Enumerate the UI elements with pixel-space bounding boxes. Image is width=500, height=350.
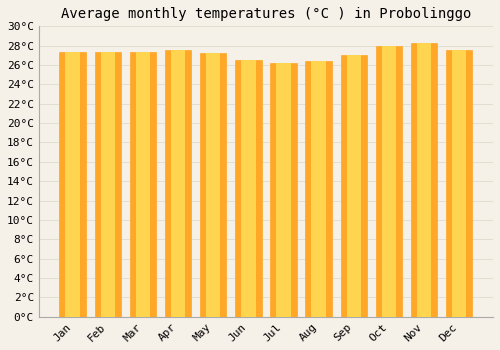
Bar (340, 55, 367, 317)
Bar (66, 52, 80, 317)
Bar (276, 63, 291, 317)
Bar (200, 54, 226, 317)
Bar (376, 46, 402, 317)
Bar (382, 46, 396, 317)
Bar (130, 52, 156, 317)
Bar (165, 50, 191, 317)
Bar (270, 63, 296, 317)
Bar (94, 52, 121, 317)
Bar (452, 49, 466, 317)
Bar (312, 61, 326, 317)
Bar (346, 55, 361, 317)
Bar (60, 52, 86, 317)
Bar (306, 61, 332, 317)
Bar (446, 49, 472, 317)
Bar (100, 52, 115, 317)
Bar (235, 60, 262, 317)
Bar (241, 60, 256, 317)
Title: Average monthly temperatures (°C ) in Probolinggo: Average monthly temperatures (°C ) in Pr… (60, 7, 471, 21)
Bar (171, 50, 186, 317)
Bar (411, 43, 438, 317)
Bar (136, 52, 150, 317)
Bar (206, 54, 220, 317)
Bar (417, 43, 432, 317)
